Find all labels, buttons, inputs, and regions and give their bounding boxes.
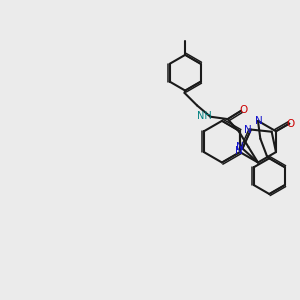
Text: O: O bbox=[286, 118, 295, 128]
Text: N: N bbox=[236, 142, 243, 152]
Text: N: N bbox=[255, 116, 263, 127]
Text: O: O bbox=[239, 105, 247, 115]
Text: NH: NH bbox=[197, 111, 212, 121]
Text: N: N bbox=[244, 124, 251, 135]
Text: N: N bbox=[235, 146, 243, 156]
